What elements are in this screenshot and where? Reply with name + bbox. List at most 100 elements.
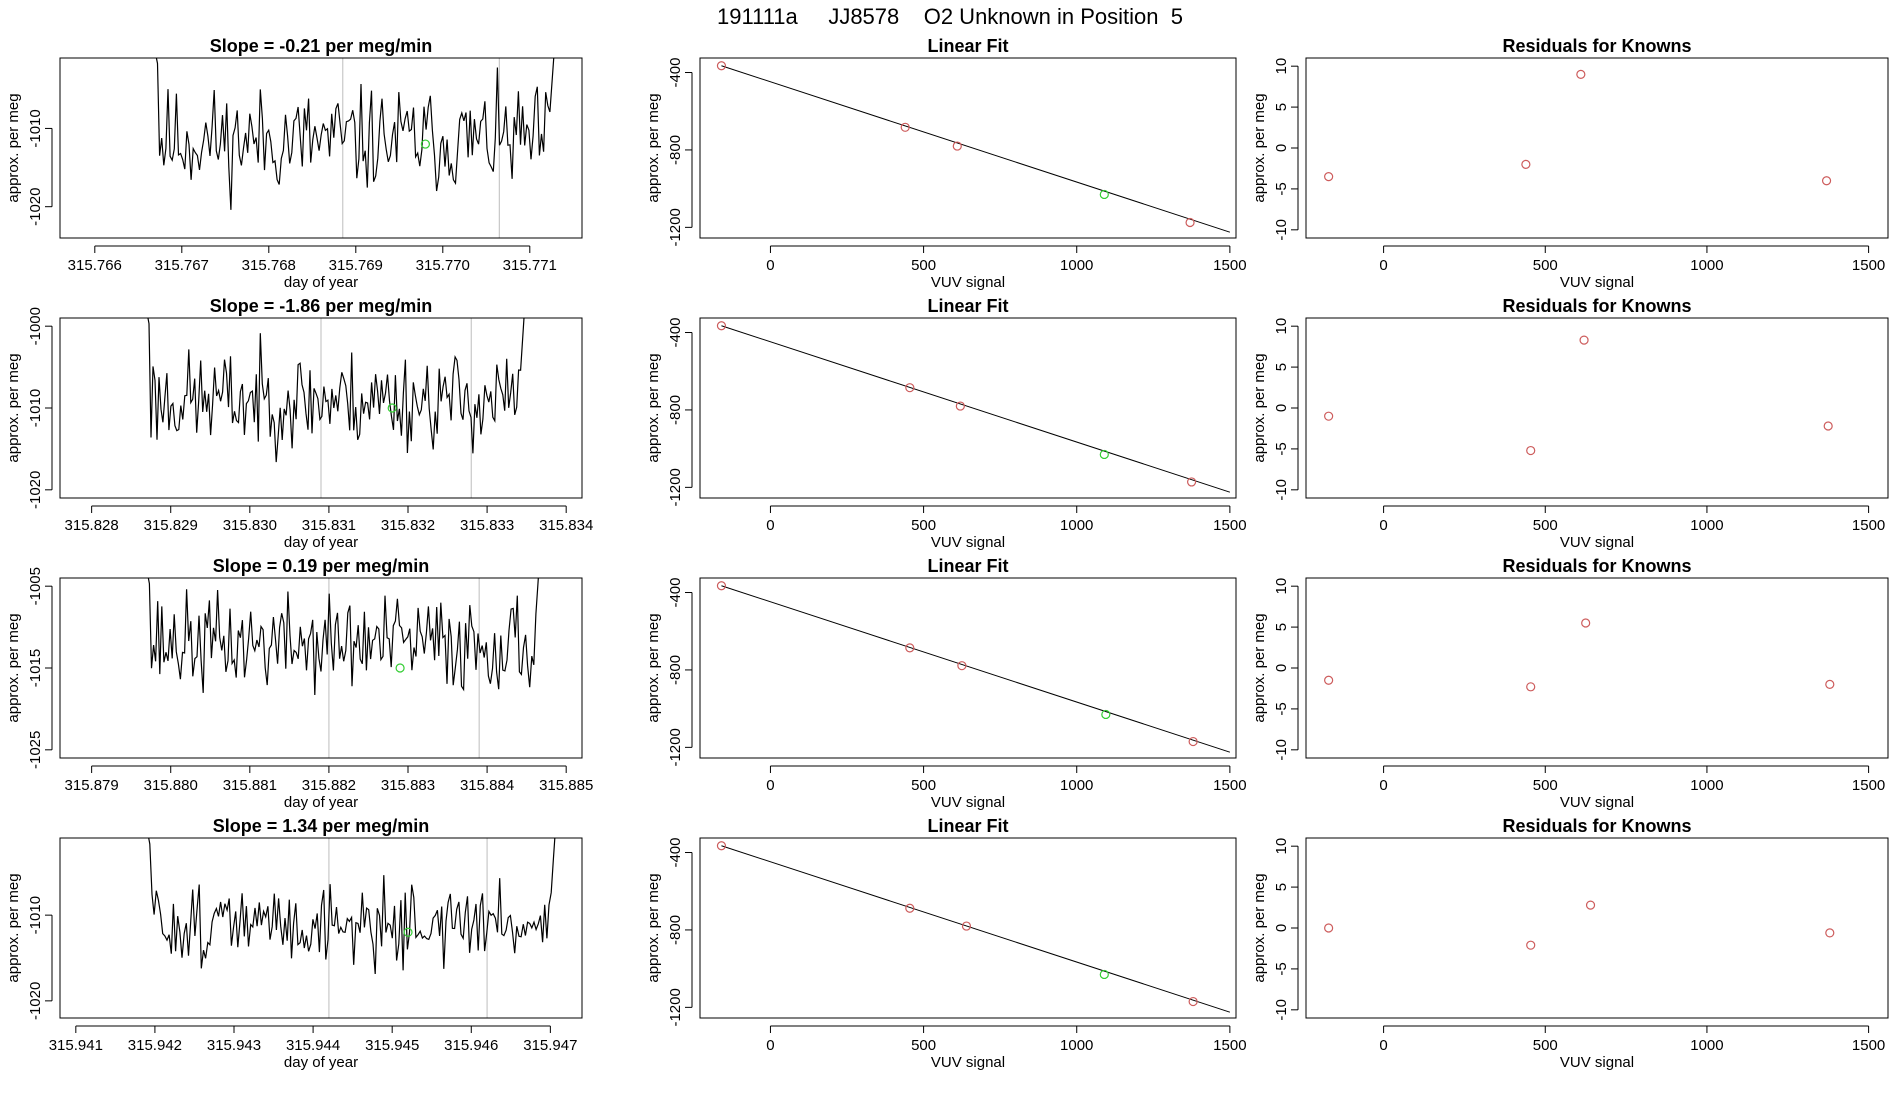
y-tick-label: -1200 [667,988,684,1026]
y-tick-label: 10 [1273,578,1290,595]
residual-point [1324,172,1334,182]
x-tick-label: 500 [911,1037,936,1054]
y-tick-label: -1020 [27,188,44,226]
panel-3-2: Residuals for Knowns 0 500 1000 1500 VUV sign… [1251,816,1889,1071]
y-tick-label: -1010 [27,389,44,427]
residual-point [1825,679,1835,689]
x-tick-label: 315.882 [302,777,356,794]
x-tick-label: 1000 [1690,1037,1723,1054]
x-tick-label: 315.942 [128,1037,182,1054]
panel-2-1: Linear Fit 0 500 1000 1500 VUV signal -400 -800… [645,556,1247,811]
y-axis-label: approx. per meg [5,353,22,462]
x-tick-label: 500 [1533,517,1558,534]
unknown-marker [395,663,405,673]
plot-area [716,841,1231,1013]
y-tick-label: -1000 [27,307,44,345]
plot-frame [59,317,583,499]
residual-point [1581,618,1591,628]
known-point [716,841,727,851]
panel-1-0: Slope = -1.86 per meg/min 315.828 315.829 3… [5,296,593,551]
x-axis-label: VUV signal [1560,794,1634,811]
x-tick-label: 315.830 [223,517,277,534]
plot-frame [699,577,1237,759]
x-tick-label: 1000 [1060,777,1093,794]
unknown-point [1099,449,1109,460]
known-point [716,61,727,71]
x-tick-label: 0 [766,1037,774,1054]
plot-frame [59,57,583,239]
plot-frame [1305,317,1889,499]
y-tick-label: -1020 [27,982,44,1020]
y-tick-label: -400 [667,578,684,608]
x-tick-label: 500 [911,777,936,794]
known-point [955,401,965,411]
plot-area [148,838,556,1018]
y-tick-label: 0 [1273,924,1290,932]
x-tick-label: 1000 [1060,257,1093,274]
x-tick-label: 500 [1533,257,1558,274]
x-tick-label: 315.829 [144,517,198,534]
y-axis-label: approx. per meg [645,873,662,982]
unknown-point [1101,709,1111,720]
x-tick-label: 315.944 [286,1037,340,1054]
y-axis-label: approx. per meg [1251,873,1268,982]
residual-point [1324,411,1334,421]
panel-title: Residuals for Knowns [1502,556,1691,576]
residual-point [1526,940,1536,950]
unknown-marker [387,403,397,413]
y-tick-label: -1025 [27,731,44,769]
plot-frame [1305,57,1889,239]
panel-title: Slope = 1.34 per meg/min [213,816,430,836]
x-tick-label: 315.770 [416,257,470,274]
y-tick-label: 10 [1273,318,1290,335]
x-tick-label: 0 [766,517,774,534]
x-tick-label: 315.883 [381,777,435,794]
x-tick-label: 315.771 [503,257,557,274]
x-tick-label: 315.943 [207,1037,261,1054]
x-tick-label: 500 [911,517,936,534]
known-point [952,141,962,151]
panel-title: Slope = -1.86 per meg/min [210,296,433,316]
known-point [905,643,915,653]
x-tick-label: 315.831 [302,517,356,534]
panel-title: Slope = 0.19 per meg/min [213,556,430,576]
x-axis-label: VUV signal [1560,534,1634,551]
plot-frame [59,577,583,759]
y-tick-label: -400 [667,58,684,88]
x-axis-label: VUV signal [931,534,1005,551]
panel-0-1: Linear Fit 0 500 1000 1500 VUV signal -400 -800… [645,36,1247,291]
fit-line [721,585,1231,753]
y-tick-label: -1200 [667,728,684,766]
residual-point [1579,335,1589,345]
x-axis-label: VUV signal [931,794,1005,811]
y-axis-label: approx. per meg [1251,613,1268,722]
y-tick-label: -1010 [27,896,44,934]
x-tick-label: 315.768 [242,257,296,274]
panel-0-2: Residuals for Knowns 0 500 1000 1500 VUV sign… [1251,36,1889,291]
x-tick-label: 315.828 [65,517,119,534]
y-tick-label: -10 [1273,219,1290,241]
y-tick-label: -1020 [27,471,44,509]
trace-line [147,578,539,696]
y-axis-label: approx. per meg [5,613,22,722]
plot-area [155,58,555,238]
known-point [957,661,967,671]
x-tick-label: 0 [766,257,774,274]
trace-line [148,838,556,975]
known-point [1185,217,1195,228]
y-tick-label: -800 [667,655,684,685]
y-tick-label: -400 [667,318,684,348]
figure-title: 191111a JJ8578 O2 Unknown in Position 5 [717,4,1183,29]
x-tick-label: 0 [1379,257,1387,274]
x-tick-label: 315.832 [381,517,435,534]
plot-frame [1305,837,1889,1019]
y-tick-label: -5 [1273,182,1290,195]
y-tick-label: -5 [1273,702,1290,715]
x-tick-label: 500 [911,257,936,274]
x-tick-label: 315.885 [539,777,593,794]
x-tick-label: 1000 [1690,777,1723,794]
fit-line [721,325,1231,493]
x-axis-label: VUV signal [931,1054,1005,1071]
y-axis-label: approx. per meg [5,93,22,202]
y-tick-label: 5 [1273,363,1290,371]
